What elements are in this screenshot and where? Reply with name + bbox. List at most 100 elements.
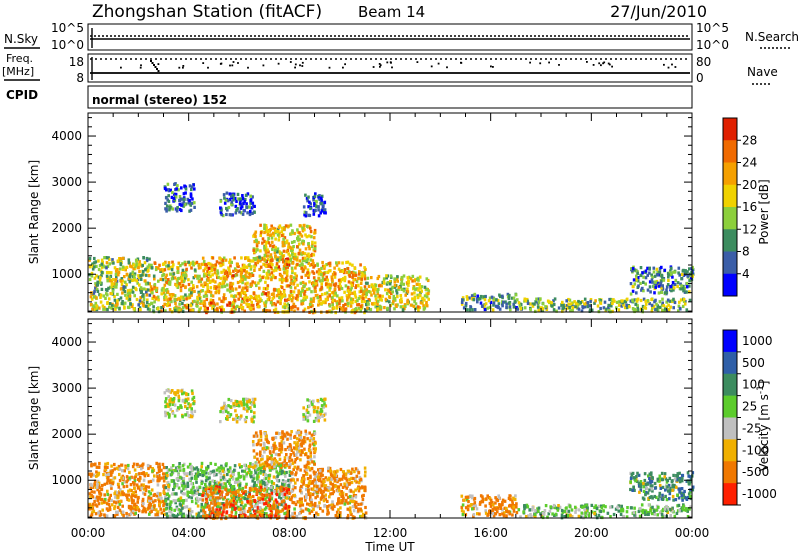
data-cell — [363, 311, 366, 315]
data-cell — [234, 294, 238, 298]
data-cell — [156, 483, 160, 487]
data-cell — [284, 259, 288, 263]
data-cell — [182, 467, 186, 472]
data-cell — [351, 301, 354, 305]
freq-tick-bottom: 8 — [76, 71, 84, 85]
data-cell — [104, 296, 107, 300]
data-cell — [276, 256, 280, 260]
data-cell — [191, 308, 195, 313]
data-cell — [688, 279, 691, 283]
data-cell — [153, 504, 156, 508]
data-cell — [207, 278, 210, 282]
data-cell — [393, 283, 397, 288]
data-cell — [609, 297, 613, 302]
data-cell — [96, 488, 99, 492]
data-cell — [316, 490, 319, 494]
data-cell — [180, 515, 184, 519]
data-cell — [92, 509, 96, 513]
data-cell — [297, 242, 301, 246]
data-cell — [656, 304, 659, 308]
data-cell — [264, 497, 267, 501]
data-cell — [307, 255, 311, 259]
data-cell — [305, 287, 309, 291]
data-cell — [146, 298, 149, 302]
data-cell — [677, 309, 680, 313]
data-cell — [206, 287, 209, 291]
data-cell — [134, 490, 137, 494]
data-cell — [646, 266, 649, 270]
data-cell — [108, 276, 111, 280]
data-cell — [290, 305, 293, 310]
data-cell — [202, 274, 206, 278]
data-cell — [206, 486, 210, 490]
data-cell — [631, 267, 635, 271]
data-cell — [105, 481, 109, 485]
data-cell — [218, 485, 221, 489]
data-cell — [109, 470, 113, 474]
data-cell — [285, 271, 289, 275]
data-cell — [125, 272, 129, 276]
data-cell — [427, 297, 430, 301]
data-cell — [95, 495, 99, 499]
data-cell — [90, 271, 94, 275]
data-cell — [144, 273, 148, 277]
data-cell — [623, 306, 627, 310]
data-cell — [312, 296, 316, 300]
data-cell — [269, 244, 272, 248]
data-cell — [352, 476, 355, 481]
data-cell — [141, 270, 145, 274]
data-cell — [244, 265, 247, 269]
data-cell — [170, 277, 174, 281]
data-cell — [90, 484, 94, 488]
data-cell — [139, 290, 143, 294]
data-cell — [602, 306, 606, 310]
data-cell — [362, 297, 365, 301]
data-cell — [200, 505, 203, 509]
freq-unit: [MHz] — [2, 65, 34, 78]
data-cell — [128, 280, 132, 284]
data-cell — [565, 299, 568, 303]
data-cell — [214, 308, 217, 312]
data-cell — [111, 304, 114, 308]
data-cell — [133, 294, 136, 298]
data-cell — [272, 482, 276, 486]
data-cell — [378, 284, 381, 288]
data-cell — [250, 464, 253, 468]
data-cell — [162, 509, 166, 513]
data-cell — [290, 489, 294, 493]
data-cell — [180, 499, 183, 503]
data-cell — [190, 187, 193, 192]
data-cell — [273, 489, 276, 493]
data-cell — [259, 488, 262, 492]
nave-dot — [607, 62, 610, 65]
data-cell — [99, 295, 102, 299]
data-cell — [346, 501, 350, 505]
data-cell — [537, 300, 541, 304]
data-cell — [179, 475, 182, 479]
data-cell — [287, 488, 291, 492]
data-cell — [224, 297, 227, 301]
data-cell — [314, 490, 317, 494]
data-cell — [293, 507, 296, 511]
data-cell — [309, 202, 312, 206]
data-cell — [176, 280, 179, 284]
data-cell — [119, 257, 122, 261]
data-cell — [157, 495, 160, 499]
data-cell — [256, 256, 260, 260]
data-cell — [128, 513, 131, 517]
data-cell — [313, 477, 316, 481]
data-cell — [605, 307, 608, 311]
data-cell — [236, 280, 240, 285]
data-cell — [342, 305, 345, 310]
data-cell — [356, 308, 359, 313]
data-cell — [163, 512, 166, 516]
data-cell — [223, 201, 227, 205]
data-cell — [283, 492, 287, 496]
data-cell — [170, 479, 174, 483]
data-cell — [121, 504, 124, 508]
data-cell — [321, 469, 324, 473]
data-cell — [139, 276, 143, 280]
data-cell — [460, 302, 464, 306]
data-cell — [240, 489, 244, 493]
